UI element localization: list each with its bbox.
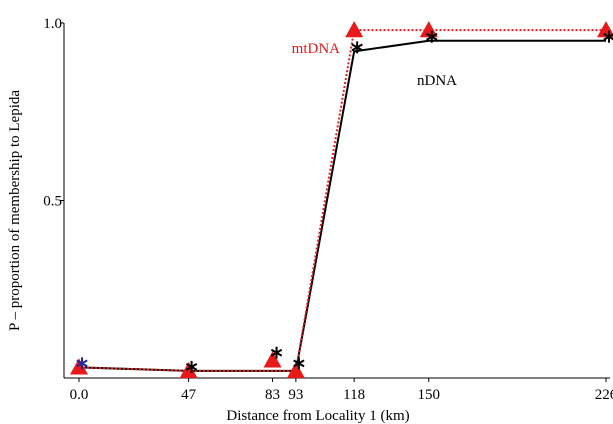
x-tick-label: 47 [181, 387, 197, 403]
label-mtDNA: mtDNA [292, 41, 341, 57]
labels: Distance from Locality 1 (km) P – proport… [7, 41, 457, 424]
axes [63, 23, 610, 379]
x-axis-label: Distance from Locality 1 (km) [226, 408, 409, 424]
x-tick-label: 93 [288, 387, 303, 403]
marker-mtDNA [179, 361, 198, 379]
marker-nDNA [185, 360, 198, 373]
series-markers [70, 21, 613, 379]
y-tick-label: 1.0 [43, 16, 62, 32]
label-nDNA: nDNA [417, 73, 457, 89]
x-tick-label: 226 [595, 387, 613, 403]
line-mtDNA [78, 29, 606, 372]
marker-nDNA [351, 41, 363, 54]
asterisk-stroke [270, 348, 283, 357]
asterisk-stroke [185, 363, 198, 371]
marker-mtDNA [70, 358, 88, 375]
marker-nDNA [603, 30, 613, 43]
marker-mtDNA [345, 21, 364, 38]
ticks: 0.0 47 83 93 118 150 226 0.5 1.0 [43, 16, 613, 403]
marker-mtDNA [263, 351, 282, 368]
line-nDNA [78, 39, 606, 372]
y-tick-label: 0.5 [43, 194, 62, 210]
x-tick-label: 0.0 [70, 387, 89, 403]
x-tick-label: 118 [343, 387, 365, 403]
marker-nDNA [426, 30, 438, 43]
marker-mtDNA [419, 21, 438, 38]
series-lines [78, 29, 606, 372]
y-axis-label: P – proportion of membership to Lepida [7, 90, 23, 331]
x-tick-label: 83 [265, 387, 280, 403]
asterisk-stroke [76, 359, 88, 368]
asterisk-stroke [603, 33, 613, 41]
marker-mtDNA [286, 361, 305, 379]
marker-nDNA [293, 357, 305, 370]
x-tick-label: 150 [418, 387, 441, 403]
asterisk-stroke [293, 359, 305, 368]
marker-nDNA [270, 346, 283, 359]
asterisk-stroke [351, 43, 363, 52]
marker-nDNA [76, 357, 88, 370]
asterisk-stroke [426, 32, 438, 41]
